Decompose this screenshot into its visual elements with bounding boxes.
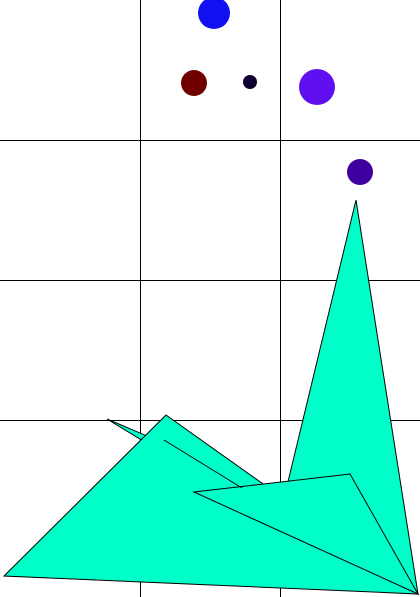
blue-dot	[198, 0, 230, 29]
maroon-dot	[181, 70, 207, 96]
violet-dot	[299, 69, 335, 105]
right-triangle	[192, 473, 420, 596]
inner-line	[163, 439, 243, 489]
small-navy-dot	[243, 75, 257, 89]
dots	[181, 0, 373, 185]
indigo-dot	[347, 159, 373, 185]
shapes	[2, 199, 420, 596]
